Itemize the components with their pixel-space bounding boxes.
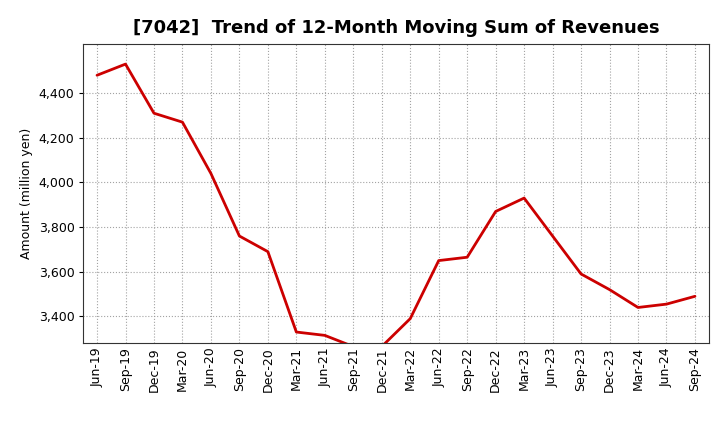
Y-axis label: Amount (million yen): Amount (million yen) <box>20 128 33 259</box>
Title: [7042]  Trend of 12-Month Moving Sum of Revenues: [7042] Trend of 12-Month Moving Sum of R… <box>132 19 660 37</box>
